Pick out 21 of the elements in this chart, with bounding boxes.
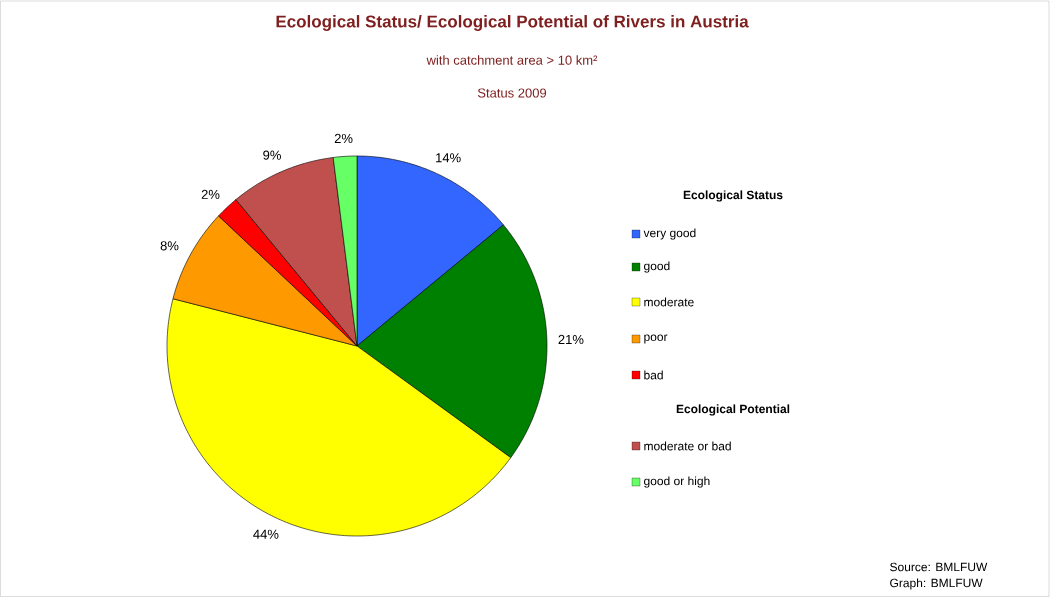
- data-label: 9%: [263, 150, 281, 160]
- legend-label: poor: [644, 334, 668, 344]
- data-label: 2%: [334, 133, 353, 143]
- legend-label: very good: [643, 228, 696, 240]
- text: Graph: BMLFUW: [890, 578, 983, 590]
- chart-title: Ecological Status/ Ecological Potential of Rivers in Austria: [276, 15, 749, 31]
- data-label: 8%: [160, 241, 179, 251]
- legend-label: moderate: [644, 297, 694, 307]
- legend-title: Ecological Status: [683, 190, 783, 202]
- legend-label: moderate or bad: [644, 441, 731, 451]
- data-label: 44%: [253, 529, 279, 539]
- legend-label: good or high: [644, 476, 710, 488]
- source-note: Source: BMLFUW: [890, 562, 988, 572]
- data-label: 2%: [201, 189, 220, 199]
- text: Status 2009: [477, 88, 547, 98]
- legend-label: good: [644, 261, 670, 273]
- text: Ecological Potential: [676, 404, 790, 416]
- legend-label: bad: [644, 370, 663, 380]
- data-label: 21%: [558, 334, 584, 345]
- chart-subtitle: with catchment area > 10 km²: [426, 55, 598, 65]
- data-label: 14%: [436, 153, 461, 163]
